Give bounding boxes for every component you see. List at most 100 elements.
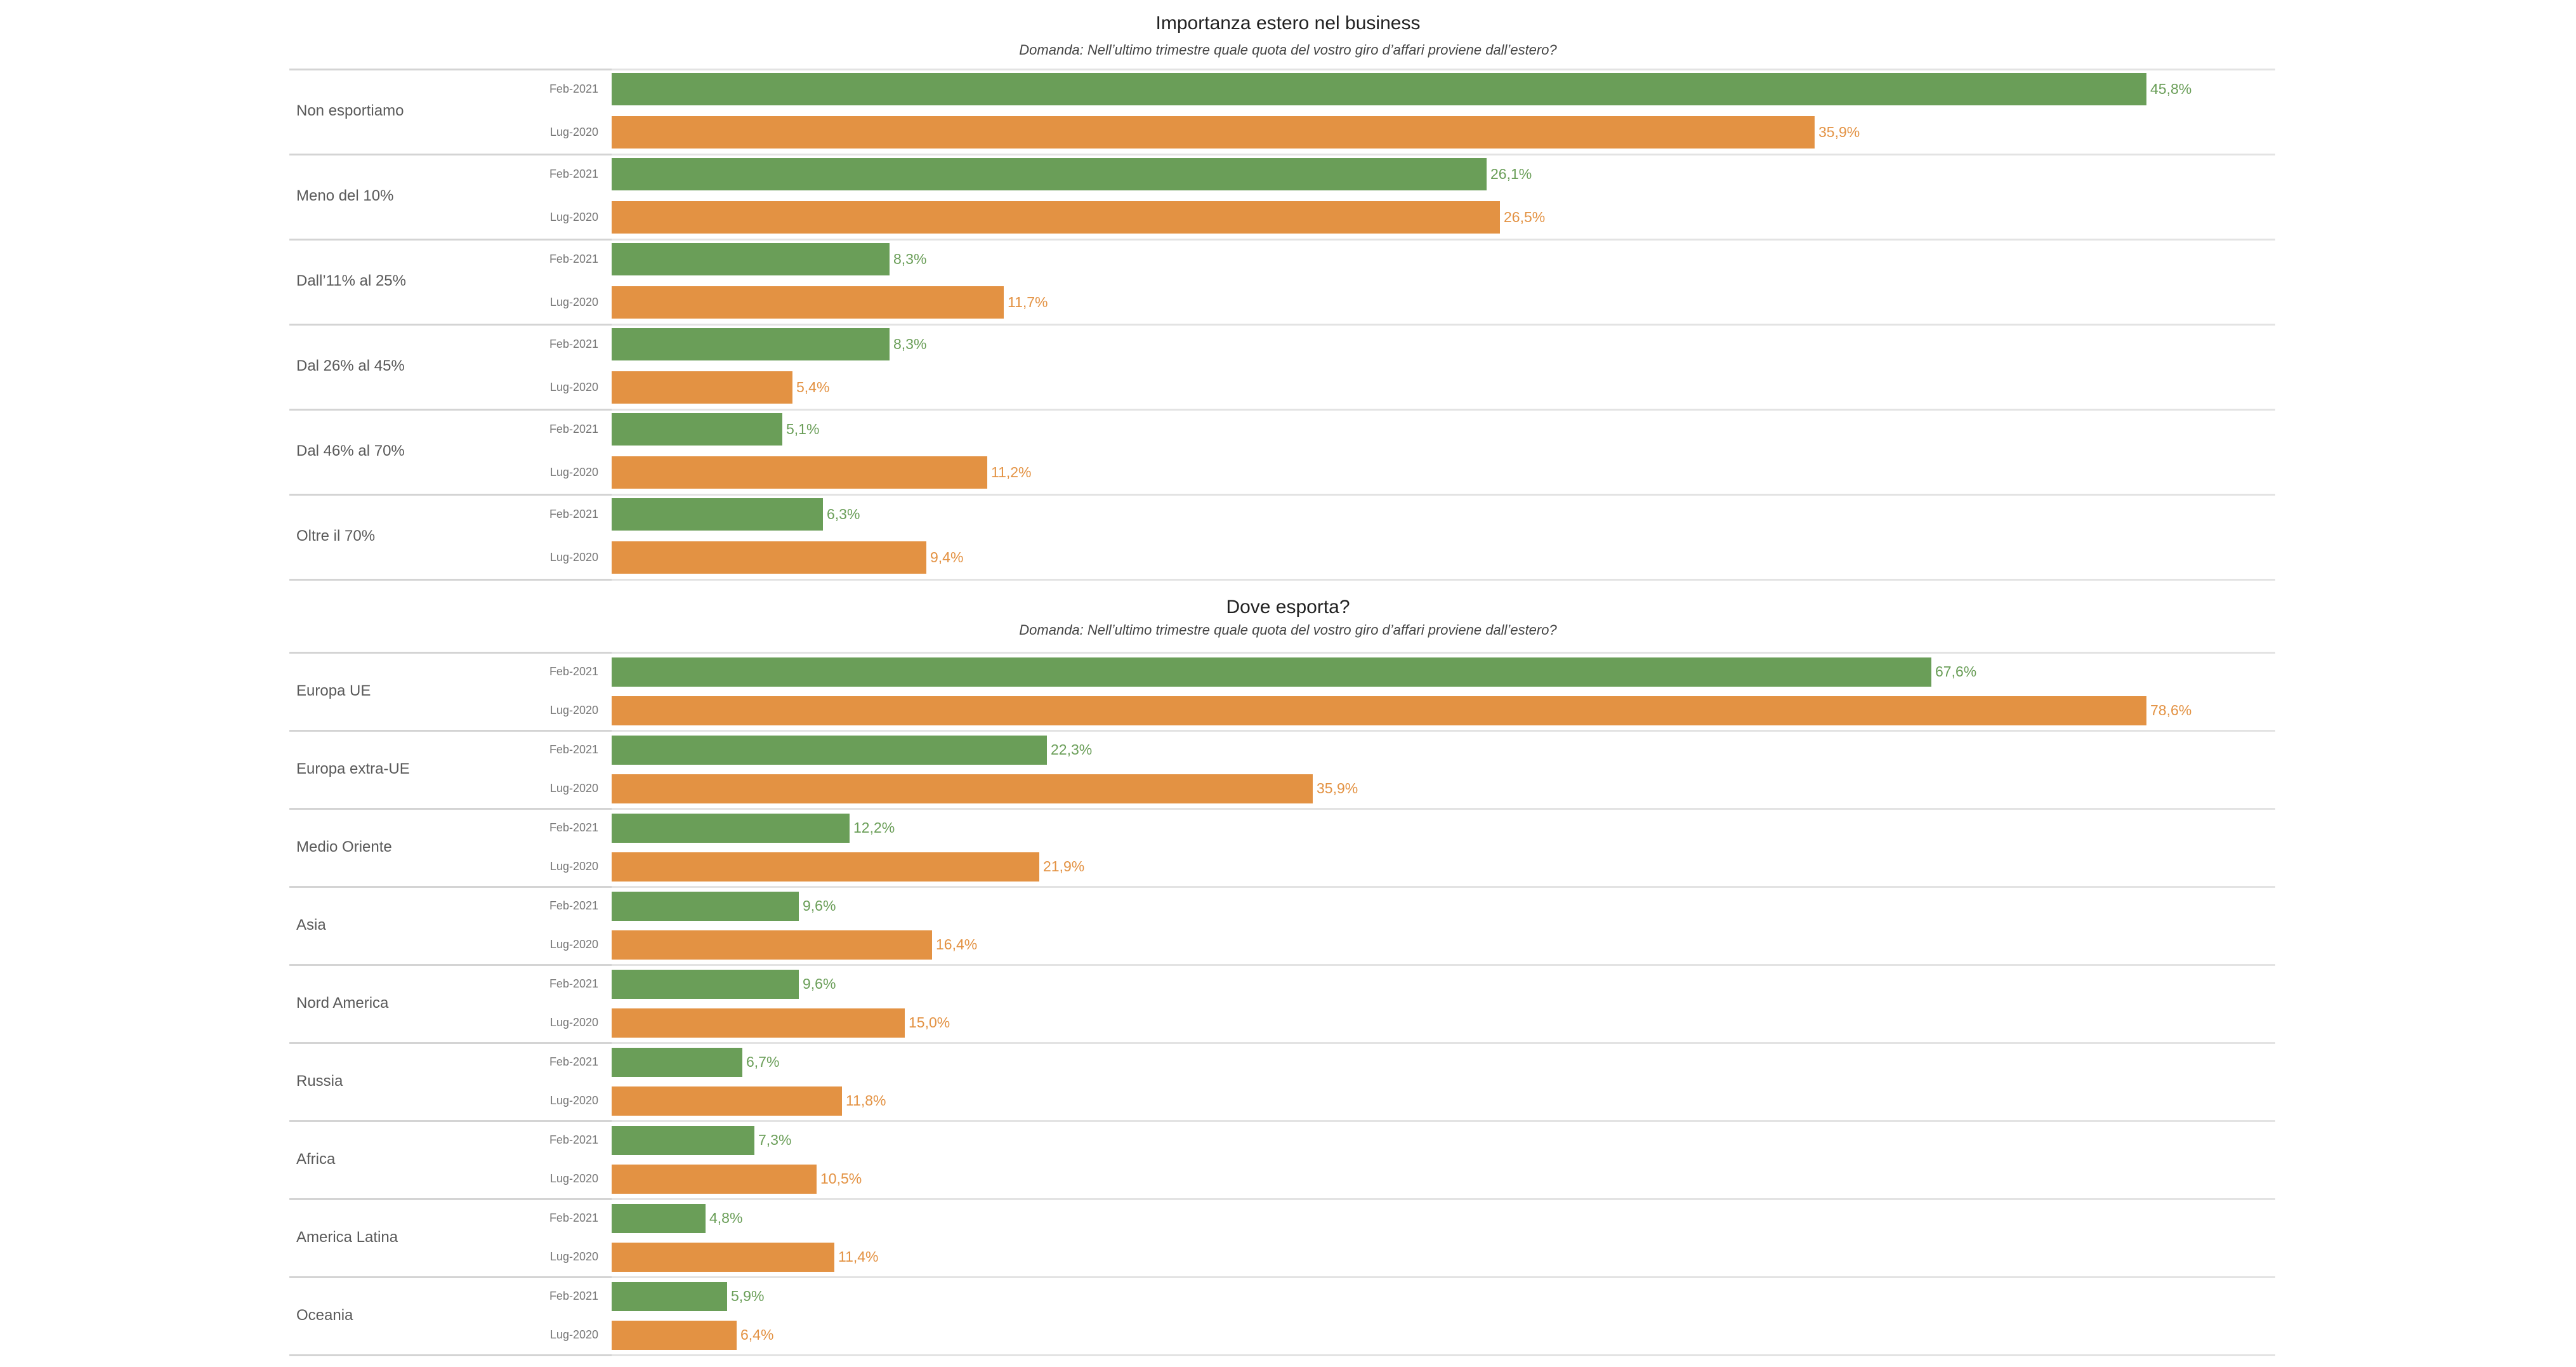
period-label: Lug-2020	[549, 210, 598, 223]
data-label: 15,0%	[909, 1014, 950, 1031]
data-label: 5,1%	[786, 420, 820, 437]
chart-subtitle: Domanda: Nell’ultimo trimestre quale quo…	[1019, 622, 1557, 638]
period-label: Lug-2020	[549, 1250, 598, 1263]
row-separator	[289, 1276, 612, 1278]
data-label: 9,6%	[803, 897, 836, 914]
data-label: 12,2%	[853, 819, 895, 836]
row-separator	[289, 808, 612, 810]
category-row: Medio Oriente Feb-2021 12,2% Lug-2020 21,9%	[0, 808, 2576, 886]
category-label: Dal 46% al 70%	[296, 442, 405, 459]
bar-feb-2021	[612, 1048, 742, 1077]
category-row: Nord America Feb-2021 9,6% Lug-2020 15,0%	[0, 964, 2576, 1042]
period-label: Feb-2021	[549, 507, 598, 520]
row-separator	[289, 579, 612, 581]
data-label: 45,8%	[2150, 80, 2192, 97]
data-label: 5,4%	[796, 378, 830, 395]
bar-lug-2020	[612, 371, 792, 404]
row-separator	[612, 886, 2275, 888]
data-label: 5,9%	[731, 1288, 765, 1304]
category-label: Asia	[296, 916, 326, 934]
period-label: Lug-2020	[549, 380, 598, 393]
category-label: Oceania	[296, 1306, 353, 1324]
row-separator	[289, 494, 612, 496]
category-row: Dal 46% al 70% Feb-2021 5,1% Lug-2020 11,2%	[0, 409, 2576, 494]
bar-lug-2020	[612, 456, 987, 489]
period-label: Feb-2021	[549, 1290, 598, 1302]
bar-lug-2020	[612, 1321, 737, 1350]
row-separator	[612, 579, 2275, 581]
row-separator	[612, 239, 2275, 241]
data-label: 35,9%	[1818, 123, 1860, 140]
data-label: 8,3%	[893, 335, 927, 352]
row-separator	[289, 409, 612, 411]
period-label: Lug-2020	[549, 704, 598, 717]
bar-lug-2020	[612, 1165, 817, 1194]
period-label: Lug-2020	[549, 938, 598, 951]
row-separator	[612, 1120, 2275, 1122]
row-separator	[289, 1354, 612, 1356]
bar-feb-2021	[612, 814, 850, 843]
category-row: Europa extra-UE Feb-2021 22,3% Lug-2020 35,9…	[0, 730, 2576, 808]
row-separator	[289, 1042, 612, 1044]
category-row: America Latina Feb-2021 4,8% Lug-2020 11,4%	[0, 1198, 2576, 1276]
period-label: Lug-2020	[549, 1016, 598, 1029]
row-separator	[289, 886, 612, 888]
row-separator	[612, 1198, 2275, 1200]
period-label: Feb-2021	[549, 1133, 598, 1146]
category-row: Africa Feb-2021 7,3% Lug-2020 10,5%	[0, 1120, 2576, 1198]
data-label: 10,5%	[820, 1170, 862, 1187]
period-label: Feb-2021	[549, 743, 598, 756]
data-label: 26,5%	[1504, 208, 1546, 225]
data-label: 4,8%	[709, 1210, 743, 1226]
period-label: Feb-2021	[549, 167, 598, 180]
row-separator	[612, 1042, 2275, 1044]
period-label: Feb-2021	[549, 422, 598, 435]
category-row: Oceania Feb-2021 5,9% Lug-2020 6,4%	[0, 1276, 2576, 1354]
data-label: 6,3%	[827, 505, 860, 522]
period-label: Feb-2021	[549, 977, 598, 990]
category-label: Africa	[296, 1150, 336, 1168]
data-label: 22,3%	[1051, 741, 1093, 758]
data-label: 9,4%	[930, 548, 964, 565]
bar-feb-2021	[612, 1126, 754, 1155]
row-separator	[289, 69, 612, 70]
chart-subtitle: Domanda: Nell’ultimo trimestre quale quo…	[1019, 42, 1557, 58]
row-separator	[612, 154, 2275, 155]
category-row: Meno del 10% Feb-2021 26,1% Lug-2020 26,5%	[0, 154, 2576, 239]
row-separator	[612, 808, 2275, 810]
category-label: Non esportiamo	[296, 102, 404, 119]
bar-lug-2020	[612, 286, 1004, 319]
category-row: Europa UE Feb-2021 67,6% Lug-2020 78,6%	[0, 652, 2576, 730]
category-label: Meno del 10%	[296, 187, 394, 204]
bar-lug-2020	[612, 541, 926, 574]
data-label: 6,4%	[740, 1326, 774, 1343]
data-label: 11,8%	[846, 1092, 886, 1109]
category-row: Dal 26% al 45% Feb-2021 8,3% Lug-2020 5,4%	[0, 324, 2576, 409]
category-label: Oltre il 70%	[296, 527, 376, 545]
period-label: Lug-2020	[549, 1328, 598, 1341]
bar-lug-2020	[612, 852, 1039, 882]
chart-title: Dove esporta?	[1226, 597, 1350, 617]
row-separator	[289, 730, 612, 732]
period-label: Feb-2021	[549, 82, 598, 95]
data-label: 16,4%	[936, 936, 978, 953]
category-label: Europa extra-UE	[296, 760, 410, 777]
bar-lug-2020	[612, 930, 932, 960]
chart-title: Importanza estero nel business	[1155, 13, 1421, 34]
bar-lug-2020	[612, 1008, 905, 1038]
bar-lug-2020	[612, 1086, 842, 1116]
data-label: 6,7%	[746, 1053, 780, 1070]
data-label: 26,1%	[1490, 165, 1532, 182]
bar-lug-2020	[612, 116, 1815, 149]
data-label: 11,2%	[991, 463, 1032, 480]
row-separator	[612, 964, 2275, 966]
bar-feb-2021	[612, 498, 823, 531]
bar-lug-2020	[612, 774, 1313, 803]
row-separator	[289, 652, 612, 654]
data-label: 35,9%	[1317, 780, 1358, 796]
row-separator	[289, 964, 612, 966]
bar-feb-2021	[612, 736, 1047, 765]
category-row: Russia Feb-2021 6,7% Lug-2020 11,8%	[0, 1042, 2576, 1120]
row-separator	[612, 324, 2275, 326]
bar-lug-2020	[612, 1243, 834, 1272]
